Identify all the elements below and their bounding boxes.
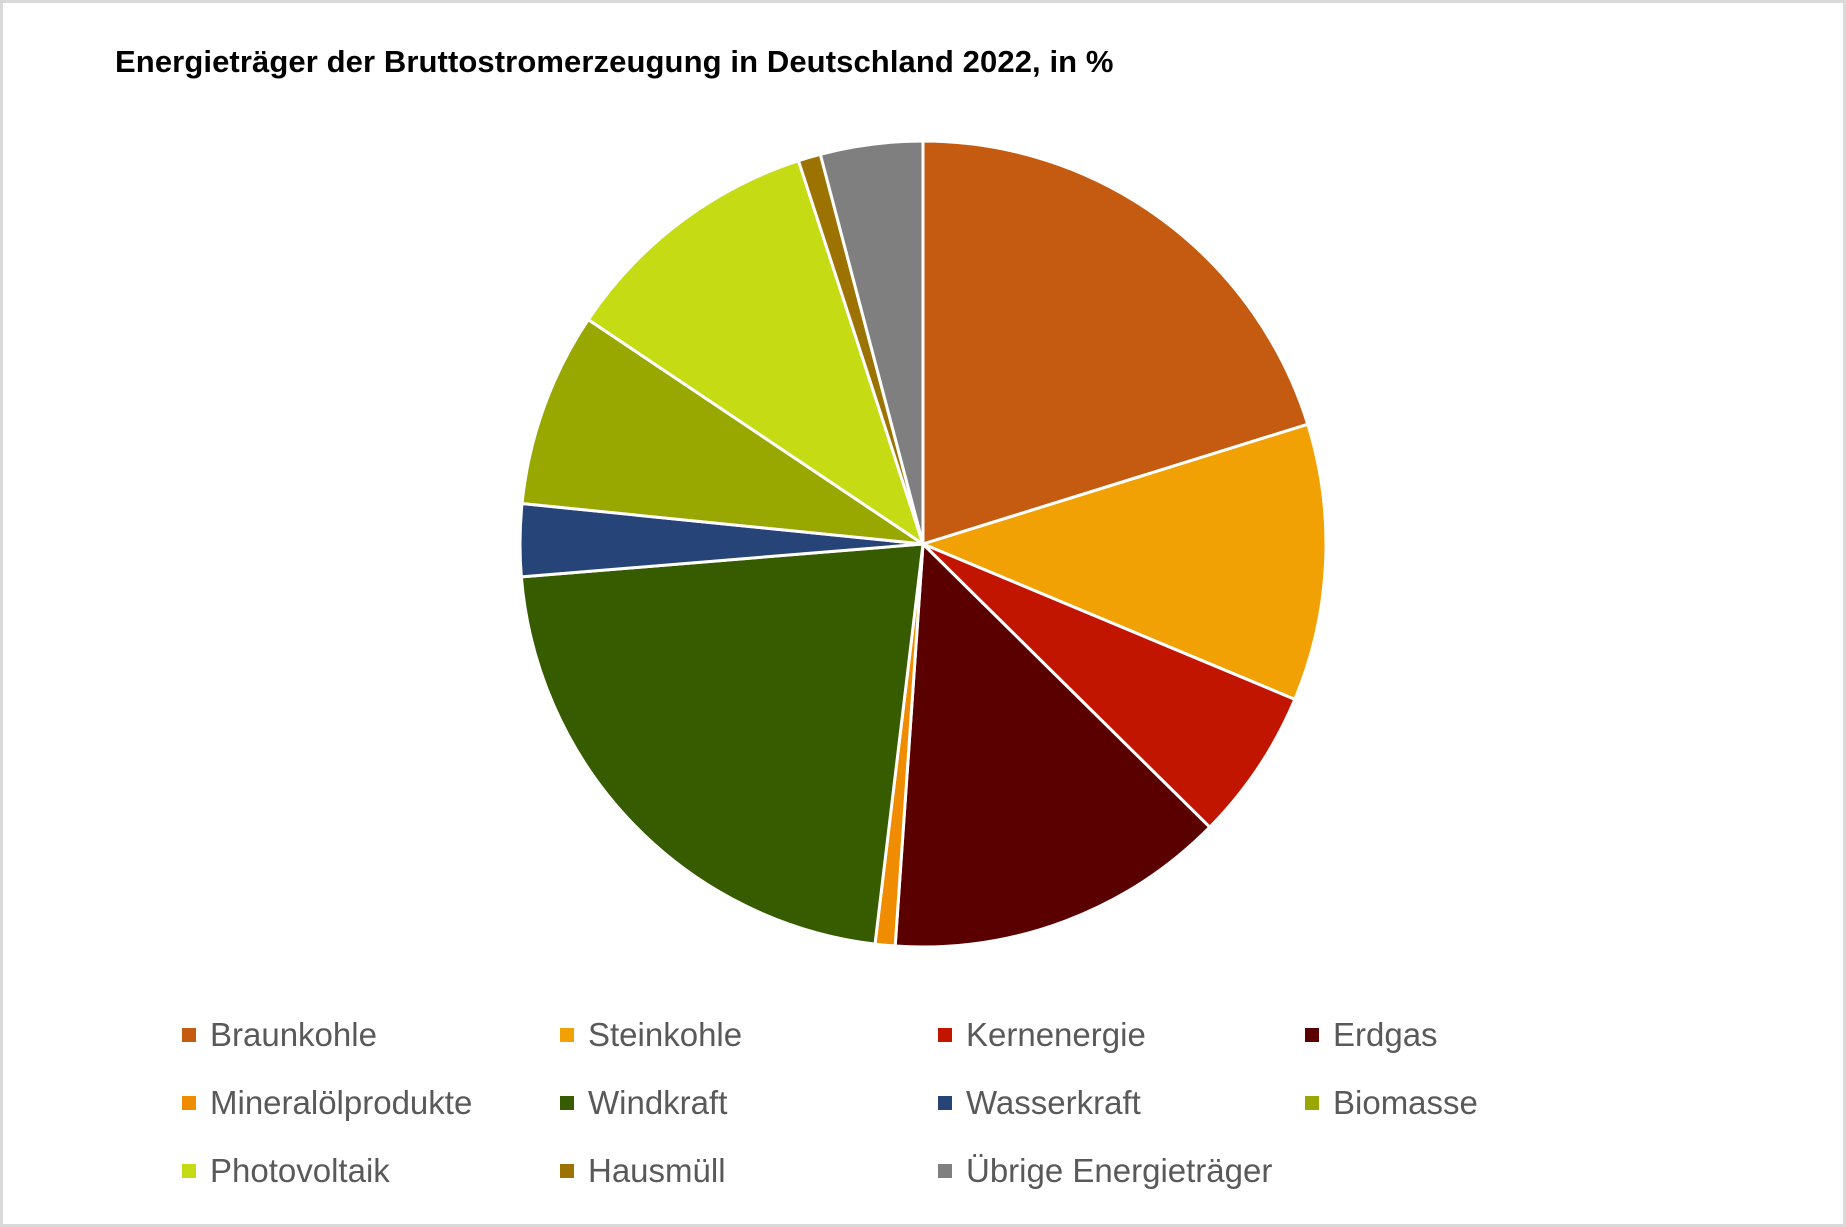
legend-label: Mineralölprodukte — [210, 1084, 473, 1121]
chart-title: Energieträger der Bruttostromerzeugung i… — [115, 44, 1114, 79]
legend-label: Wasserkraft — [966, 1084, 1141, 1121]
legend-swatch — [560, 1096, 574, 1110]
pie-slice-windkraft[interactable] — [519, 542, 925, 946]
legend-swatch — [182, 1096, 196, 1110]
legend-label: Übrige Energieträger — [966, 1152, 1273, 1189]
legend-item-windkraft[interactable]: Windkraft — [560, 1083, 727, 1123]
legend-item-biomasse[interactable]: Biomasse — [1305, 1083, 1478, 1123]
legend-swatch — [938, 1028, 952, 1042]
legend-swatch — [938, 1096, 952, 1110]
legend-label: Hausmüll — [588, 1152, 726, 1189]
legend-swatch — [560, 1028, 574, 1042]
legend-label: Biomasse — [1333, 1084, 1478, 1121]
legend-swatch — [560, 1164, 574, 1178]
legend-item-steinkohle[interactable]: Steinkohle — [560, 1015, 742, 1055]
pie-slice-photovoltaik[interactable] — [586, 159, 925, 546]
legend-item-uebrige-energietraeger[interactable]: Übrige Energieträger — [938, 1151, 1272, 1191]
legend-item-erdgas[interactable]: Erdgas — [1305, 1015, 1438, 1055]
legend-label: Photovoltaik — [210, 1152, 390, 1189]
legend-swatch — [1305, 1096, 1319, 1110]
legend-label: Steinkohle — [588, 1016, 743, 1053]
legend-label: Kernenergie — [966, 1016, 1146, 1053]
legend-swatch — [182, 1164, 196, 1178]
legend-swatch — [938, 1164, 952, 1178]
pie-slice-braunkohle[interactable] — [921, 139, 1310, 546]
legend-item-braunkohle[interactable]: Braunkohle — [182, 1015, 377, 1055]
legend-swatch — [182, 1028, 196, 1042]
pie-slice-kernenergie[interactable] — [921, 542, 1297, 829]
legend-swatch — [1305, 1028, 1319, 1042]
pie-slice-uebrige-energietraeger[interactable] — [818, 139, 925, 546]
legend-label: Braunkohle — [210, 1016, 377, 1053]
legend-item-wasserkraft[interactable]: Wasserkraft — [938, 1083, 1141, 1123]
legend-item-hausmuell[interactable]: Hausmüll — [560, 1151, 726, 1191]
legend-item-mineraloelprodukte[interactable]: Mineralölprodukte — [182, 1083, 472, 1123]
pie-slice-biomasse[interactable] — [520, 318, 925, 546]
pie-slice-erdgas[interactable] — [893, 542, 1212, 949]
legend-item-photovoltaik[interactable]: Photovoltaik — [182, 1151, 390, 1191]
legend-item-kernenergie[interactable]: Kernenergie — [938, 1015, 1146, 1055]
pie-slices — [518, 139, 1328, 949]
legend-label: Erdgas — [1333, 1016, 1438, 1053]
legend-label: Windkraft — [588, 1084, 728, 1121]
pie-slice-steinkohle[interactable] — [921, 422, 1328, 701]
